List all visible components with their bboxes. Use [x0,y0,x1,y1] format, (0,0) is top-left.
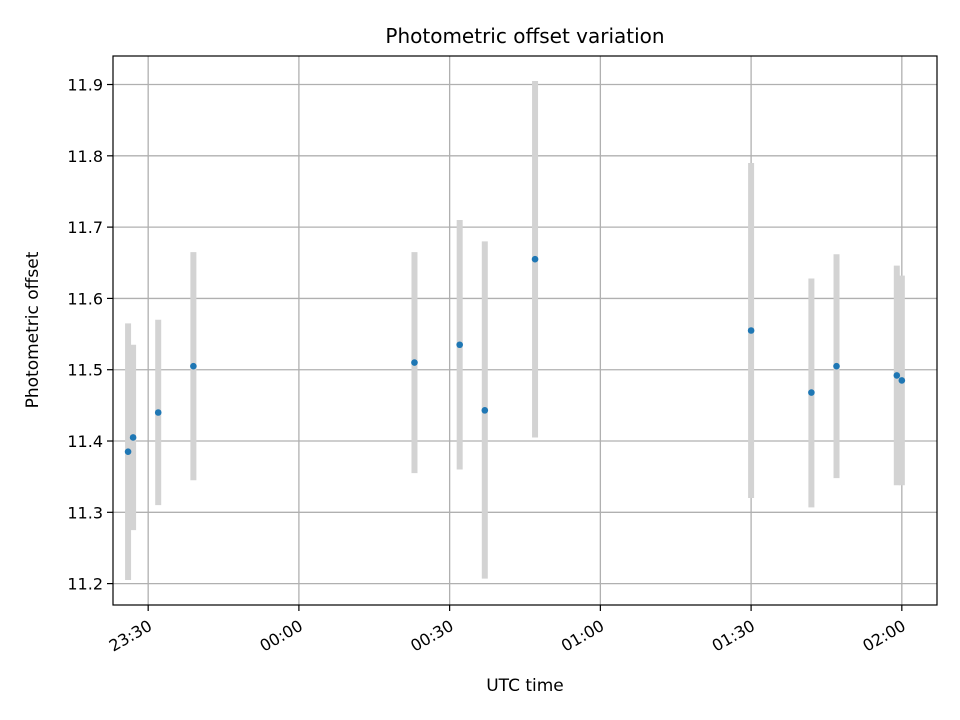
x-tick-label: 02:00 [859,616,908,656]
y-tick-label: 11.2 [67,575,103,594]
y-tick-label: 11.7 [67,218,103,237]
x-axis: 23:30 00:00 00:30 01:00 01:30 02:00 [106,605,909,656]
data-point [190,362,197,370]
data-point [531,255,539,263]
y-axis-label: Photometric offset [23,251,43,408]
data-point [833,362,840,370]
y-tick-label: 11.3 [67,503,103,522]
plot-frame [112,55,938,606]
x-axis-label: UTC time [486,676,564,696]
data-point [893,372,901,379]
data-point [129,434,137,441]
data-point [456,341,463,349]
data-points [124,255,906,456]
y-tick-label: 11.8 [67,147,103,166]
y-tick-label: 11.4 [67,432,103,451]
y-axis: 11.2 11.3 11.4 11.5 11.6 11.7 11.8 11.9 [67,76,113,594]
x-tick-label: 23:30 [106,616,155,656]
x-tick-label: 01:30 [709,616,758,656]
x-tick-label: 00:00 [256,616,305,656]
y-tick-label: 11.9 [67,76,103,95]
data-point [808,389,815,396]
y-tick-label: 11.6 [67,289,103,308]
data-point [124,448,132,456]
data-point [898,377,906,384]
chart-title: Photometric offset variation [385,24,664,48]
y-tick-label: 11.5 [67,361,103,380]
data-point [747,327,755,334]
data-point [154,409,162,416]
data-point [481,407,489,414]
x-tick-label: 01:00 [558,616,607,656]
x-tick-label: 00:30 [407,616,456,656]
data-point [411,359,418,366]
